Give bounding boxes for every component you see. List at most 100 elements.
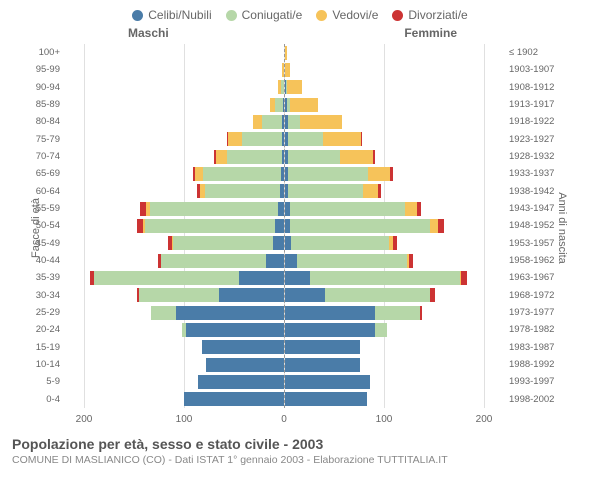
bar-row — [285, 219, 505, 233]
age-label: 90-94 — [8, 82, 60, 93]
age-label: 50-54 — [8, 220, 60, 231]
bar-segment-married — [242, 132, 282, 146]
age-label: 70-74 — [8, 151, 60, 162]
age-label: 65-69 — [8, 168, 60, 179]
bar-segment-single — [266, 254, 284, 268]
bar-row — [64, 288, 284, 302]
birth-year-label: 1918-1922 — [509, 116, 571, 127]
bar-segment-married — [150, 202, 278, 216]
bar-segment-married — [94, 271, 239, 285]
bar-row — [64, 80, 284, 94]
bar-segment-single — [186, 323, 284, 337]
bar-segment-widowed — [430, 219, 438, 233]
bar-segment-single — [283, 98, 284, 112]
bar-row — [64, 46, 284, 60]
bar-segment-divorced — [378, 184, 381, 198]
plot: 100+95-9990-9485-8980-8475-7970-7465-696… — [8, 44, 592, 408]
bar-row — [64, 340, 284, 354]
bar-row — [285, 132, 505, 146]
birth-year-label: 1973-1977 — [509, 307, 571, 318]
legend-swatch — [392, 10, 403, 21]
age-label: 25-29 — [8, 307, 60, 318]
bar-segment-widowed — [216, 150, 227, 164]
legend-swatch — [132, 10, 143, 21]
bar-segment-widowed — [285, 63, 290, 77]
legend-label: Vedovi/e — [332, 8, 378, 22]
bar-row — [285, 254, 505, 268]
bar-row — [285, 80, 505, 94]
age-label: 30-34 — [8, 290, 60, 301]
legend-label: Coniugati/e — [242, 8, 303, 22]
age-label: 60-64 — [8, 186, 60, 197]
birth-year-label: 1958-1962 — [509, 255, 571, 266]
bar-segment-divorced — [409, 254, 413, 268]
bar-segment-single — [285, 358, 360, 372]
legend-item: Vedovi/e — [316, 8, 378, 22]
bar-segment-married — [375, 323, 387, 337]
birth-year-label: 1943-1947 — [509, 203, 571, 214]
female-bars — [285, 44, 505, 408]
age-label: 100+ — [8, 47, 60, 58]
bar-segment-divorced — [390, 167, 393, 181]
bar-segment-married — [297, 254, 407, 268]
bar-segment-married — [290, 219, 430, 233]
birth-year-label: 1988-1992 — [509, 359, 571, 370]
x-tick-label: 200 — [476, 414, 493, 425]
bar-segment-single — [273, 236, 284, 250]
footer: Popolazione per età, sesso e stato civil… — [0, 430, 600, 466]
bar-segment-single — [282, 150, 284, 164]
bar-segment-married — [310, 271, 460, 285]
birth-year-label: 1968-1972 — [509, 290, 571, 301]
bar-segment-married — [288, 167, 368, 181]
birth-year-label: 1928-1932 — [509, 151, 571, 162]
birth-year-label: 1998-2002 — [509, 394, 571, 405]
bar-segment-married — [375, 306, 420, 320]
age-label: 35-39 — [8, 272, 60, 283]
bar-segment-divorced — [430, 288, 435, 302]
birth-year-label: 1923-1927 — [509, 134, 571, 145]
chart-title: Popolazione per età, sesso e stato civil… — [12, 436, 588, 452]
bar-row — [64, 132, 284, 146]
bar-row — [285, 46, 505, 60]
x-tick-label: 0 — [281, 414, 287, 425]
birth-year-label: 1908-1912 — [509, 82, 571, 93]
bar-segment-married — [262, 115, 282, 129]
bar-row — [64, 392, 284, 406]
bar-row — [64, 219, 284, 233]
bar-segment-widowed — [228, 132, 242, 146]
age-label: 80-84 — [8, 116, 60, 127]
bar-segment-widowed — [368, 167, 390, 181]
bar-segment-married — [203, 167, 281, 181]
bar-row — [64, 115, 284, 129]
bar-segment-widowed — [290, 98, 318, 112]
bar-segment-married — [288, 115, 300, 129]
bar-segment-single — [275, 219, 284, 233]
bar-segment-single — [281, 167, 284, 181]
bar-segment-divorced — [361, 132, 362, 146]
bar-row — [64, 184, 284, 198]
bar-segment-single — [202, 340, 284, 354]
birth-year-label: 1903-1907 — [509, 64, 571, 75]
bar-row — [64, 271, 284, 285]
age-label: 20-24 — [8, 324, 60, 335]
birth-year-label: 1963-1967 — [509, 272, 571, 283]
age-label: 75-79 — [8, 134, 60, 145]
x-tick-label: 200 — [76, 414, 93, 425]
bar-segment-married — [151, 306, 176, 320]
birth-year-label: ≤ 1902 — [509, 47, 571, 58]
age-labels: 100+95-9990-9485-8980-8475-7970-7465-696… — [8, 44, 64, 408]
birth-year-label: 1953-1957 — [509, 238, 571, 249]
bar-segment-single — [206, 358, 284, 372]
bar-segment-divorced — [438, 219, 444, 233]
birth-year-label: 1948-1952 — [509, 220, 571, 231]
bar-segment-single — [198, 375, 284, 389]
bar-row — [285, 167, 505, 181]
bar-segment-widowed — [195, 167, 203, 181]
bar-segment-widowed — [282, 63, 284, 77]
bar-segment-married — [145, 219, 275, 233]
bar-segment-single — [285, 323, 375, 337]
birth-year-label: 1978-1982 — [509, 324, 571, 335]
bar-row — [64, 236, 284, 250]
bar-row — [64, 98, 284, 112]
x-tick-label: 100 — [376, 414, 393, 425]
